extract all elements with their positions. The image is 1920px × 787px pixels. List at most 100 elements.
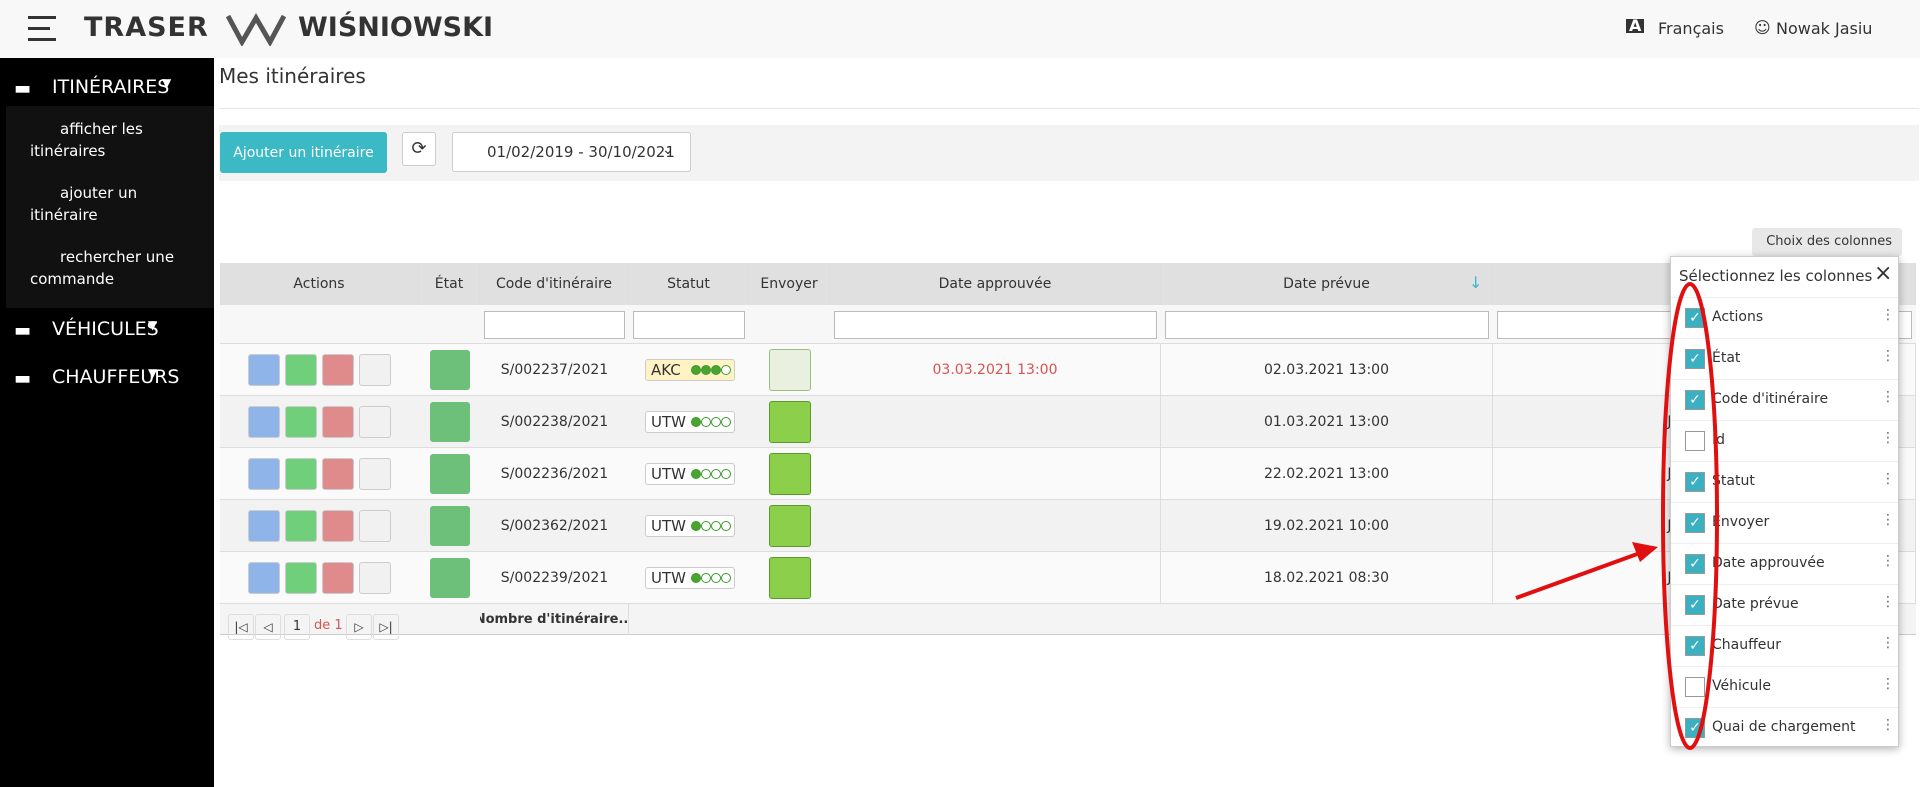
status-code: AKC: [651, 361, 681, 379]
page-nav[interactable]: |◁: [228, 614, 254, 640]
send-icon[interactable]: [769, 453, 811, 495]
action-button[interactable]: [285, 510, 317, 542]
drag-handle[interactable]: ⋮: [1881, 676, 1895, 692]
add-button[interactable]: Ajouter un itinéraire: [220, 132, 387, 173]
checkbox[interactable]: ✓: [1685, 308, 1705, 328]
menu-icon[interactable]: [28, 16, 60, 42]
nav-section[interactable]: CHAUFFEURS: [52, 366, 180, 388]
drag-handle[interactable]: ⋮: [1881, 307, 1895, 323]
filter-input[interactable]: [484, 311, 625, 339]
drag-handle[interactable]: ⋮: [1881, 512, 1895, 528]
column-name: Véhicule: [1712, 678, 1771, 694]
action-button[interactable]: [285, 562, 317, 594]
table-row: [220, 396, 1916, 448]
drag-handle[interactable]: ⋮: [1881, 430, 1895, 446]
action-button[interactable]: [359, 458, 391, 490]
column-name: Date prévue: [1712, 596, 1799, 612]
send-icon[interactable]: [769, 557, 811, 599]
drag-handle[interactable]: ⋮: [1881, 635, 1895, 651]
drag-handle[interactable]: ⋮: [1881, 594, 1895, 610]
status-dot: [721, 521, 731, 531]
nav-section[interactable]: ITINÉRAIRES: [52, 76, 170, 98]
nav-item[interactable]: rechercher une commande: [30, 248, 175, 288]
divider: [219, 108, 1919, 109]
filter-input[interactable]: [834, 311, 1157, 339]
columns-button[interactable]: Choix des colonnes: [1752, 228, 1902, 256]
checkbox[interactable]: ✓: [1685, 718, 1705, 738]
checkbox[interactable]: [1685, 431, 1705, 451]
action-button[interactable]: [248, 406, 280, 438]
action-button[interactable]: [285, 406, 317, 438]
action-button[interactable]: [322, 510, 354, 542]
filter-input[interactable]: [1165, 311, 1489, 339]
checkbox[interactable]: ✓: [1685, 636, 1705, 656]
picker-row: [1671, 420, 1898, 461]
lock-button[interactable]: [430, 506, 470, 546]
checkbox[interactable]: ✓: [1685, 472, 1705, 492]
lock-button[interactable]: [430, 402, 470, 442]
action-button[interactable]: [248, 458, 280, 490]
nav-item[interactable]: afficher les itinéraires: [30, 120, 143, 160]
action-button[interactable]: [359, 510, 391, 542]
drag-handle[interactable]: ⋮: [1881, 717, 1895, 733]
checkbox[interactable]: ✓: [1685, 513, 1705, 533]
sidebar: ▬ ITINÉRAIRES ▼ afficher les itinéraires ajo…: [0, 58, 214, 787]
date-range[interactable]: 01/02/2019 - 30/10/2021: [452, 132, 691, 172]
refresh-button[interactable]: ⟳: [402, 132, 436, 166]
checkbox[interactable]: ✓: [1685, 554, 1705, 574]
drag-handle[interactable]: ⋮: [1881, 553, 1895, 569]
action-button[interactable]: [359, 406, 391, 438]
lock-button[interactable]: [430, 558, 470, 598]
action-button[interactable]: [248, 562, 280, 594]
action-button[interactable]: [285, 458, 317, 490]
lock-button[interactable]: [430, 454, 470, 494]
drag-handle[interactable]: ⋮: [1881, 348, 1895, 364]
brand: TRASER: [84, 12, 209, 43]
action-button[interactable]: [248, 510, 280, 542]
page-nav[interactable]: ◁: [255, 614, 281, 640]
column-name: Envoyer: [1712, 514, 1770, 530]
checkbox[interactable]: ✓: [1685, 595, 1705, 615]
user[interactable]: Nowak Jasiu: [1776, 19, 1873, 38]
lock-button[interactable]: [430, 350, 470, 390]
page-nav[interactable]: ▷|: [373, 614, 399, 640]
page-number[interactable]: 1: [284, 614, 310, 640]
action-button[interactable]: [322, 406, 354, 438]
picker-row: [1671, 338, 1898, 379]
action-button[interactable]: [322, 354, 354, 386]
picker-row: [1671, 297, 1898, 338]
action-button[interactable]: [285, 354, 317, 386]
filter-input[interactable]: [633, 311, 745, 339]
checkbox[interactable]: ✓: [1685, 390, 1705, 410]
nav-icon: ▬: [14, 320, 32, 341]
status-dot: [691, 573, 701, 583]
page-nav[interactable]: ▷: [346, 614, 372, 640]
close[interactable]: ×: [1874, 261, 1893, 286]
action-button[interactable]: [248, 354, 280, 386]
action-button[interactable]: [359, 562, 391, 594]
action-button[interactable]: [359, 354, 391, 386]
caret: ▼: [148, 318, 158, 332]
send-icon[interactable]: [769, 349, 811, 391]
send-icon[interactable]: [769, 505, 811, 547]
approved-date: [830, 552, 1161, 604]
checkbox[interactable]: [1685, 677, 1705, 697]
checkbox[interactable]: ✓: [1685, 349, 1705, 369]
action-button[interactable]: [322, 458, 354, 490]
send-icon[interactable]: [769, 401, 811, 443]
status-dot: [691, 469, 701, 479]
drag-handle[interactable]: ⋮: [1881, 471, 1895, 487]
nav-section[interactable]: VÉHICULES: [52, 318, 159, 340]
status-dot: [711, 365, 721, 375]
table-row: [220, 344, 1916, 396]
planned-date: 01.03.2021 13:00: [1161, 396, 1493, 448]
drag-handle[interactable]: ⋮: [1881, 389, 1895, 405]
code: S/002239/2021: [500, 570, 609, 586]
action-button[interactable]: [322, 562, 354, 594]
language[interactable]: Français: [1658, 19, 1724, 38]
status-code: UTW: [651, 465, 686, 483]
column-header: Date approuvée: [830, 263, 1161, 305]
nav-item[interactable]: ajouter un itinéraire: [30, 184, 138, 224]
picker-row: [1671, 543, 1898, 584]
